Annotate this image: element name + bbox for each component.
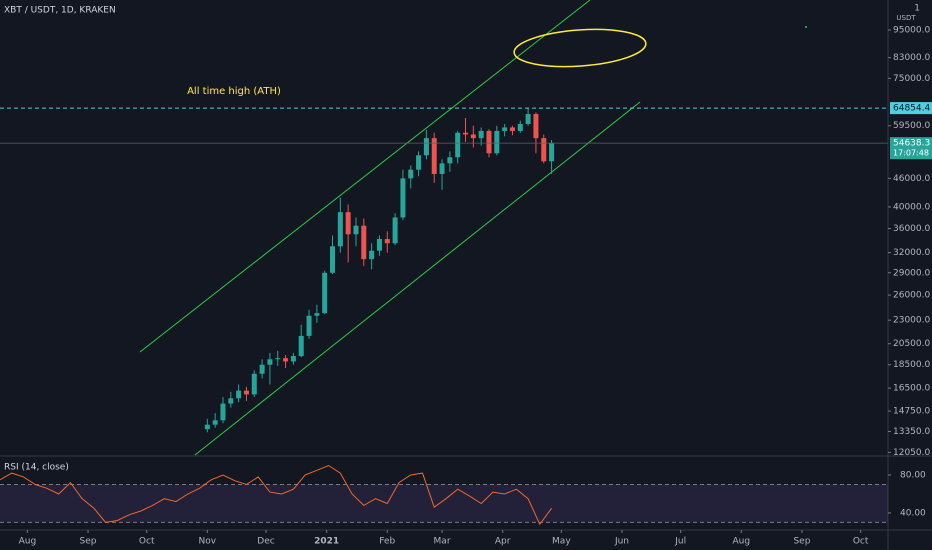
candle-body: [290, 356, 296, 362]
y-tick-label: 20500.0: [893, 339, 930, 349]
y-tick-label: 29000.0: [893, 268, 930, 278]
candle-body: [353, 225, 359, 235]
candle-body: [447, 157, 453, 164]
x-tick-label: Sep: [80, 537, 97, 547]
x-tick-label: Apr: [495, 537, 511, 547]
ath-label-bg: [890, 102, 932, 115]
x-tick-label: Sep: [793, 537, 810, 547]
candle-body: [337, 212, 343, 247]
candle-body: [533, 114, 539, 139]
candle-body: [330, 246, 336, 273]
y-tick-label: 32000.0: [893, 248, 930, 258]
y-tick-label: 46000.0: [893, 174, 930, 184]
candle-body: [494, 130, 500, 154]
chart-title: XBT / USDT, 1D, KRAKEN: [4, 6, 116, 16]
candle-body: [322, 272, 328, 314]
y-tick-label: 83000.0: [893, 53, 930, 63]
candle-body: [400, 178, 406, 218]
y-tick-label: 14750.0: [893, 407, 930, 417]
x-tick-label: Oct: [139, 537, 155, 547]
candle-body: [361, 225, 367, 260]
y-tick-label: 18500.0: [893, 360, 930, 370]
candle-body: [416, 155, 422, 170]
candle-body: [470, 134, 476, 139]
rsi-tick-label: 40.00: [900, 508, 926, 518]
candle-body: [376, 239, 382, 251]
y-tick-label: 26000.0: [893, 291, 930, 301]
candle-body: [275, 358, 281, 360]
candle-body: [369, 250, 375, 260]
candle-body: [228, 398, 234, 404]
candle-body: [502, 127, 508, 131]
channel-upper: [139, 0, 591, 353]
channel-lower: [194, 101, 641, 456]
y-tick-label: 16500.0: [893, 384, 930, 394]
candle-body: [478, 130, 484, 139]
ath-label: 64854.4: [893, 104, 930, 114]
candle-body: [549, 143, 555, 162]
y-tick-label: 40000.0: [893, 202, 930, 212]
candle-body: [408, 169, 414, 179]
candle-body: [298, 335, 304, 357]
y-tick-label: 12050.0: [893, 448, 930, 458]
candle-body: [439, 163, 445, 174]
candle-body: [267, 359, 273, 365]
x-tick-label: 2021: [314, 537, 339, 547]
rsi-tick-label: 80.00: [900, 471, 926, 481]
candle-body: [431, 138, 437, 174]
y-tick-label: 36000.0: [893, 224, 930, 234]
candle-body: [525, 114, 531, 125]
candle-body: [486, 130, 492, 154]
target-ellipse: [513, 28, 647, 68]
candle-body: [314, 313, 320, 316]
candle-body: [392, 217, 398, 244]
candle-body: [236, 390, 242, 399]
candle-body: [463, 132, 469, 135]
candle-body: [509, 127, 515, 131]
y-tick-label: 95000.0: [893, 25, 930, 35]
x-tick-label: Dec: [257, 537, 274, 547]
candle-body: [306, 315, 312, 336]
x-tick-label: Oct: [853, 537, 869, 547]
y-tick-label: 75000.0: [893, 74, 930, 84]
y-tick-label: 23000.0: [893, 316, 930, 326]
candle-body: [423, 138, 429, 156]
candle-body: [517, 124, 523, 131]
countdown: 17:07:48: [893, 149, 929, 158]
candle-body: [384, 239, 390, 244]
x-tick-label: Aug: [19, 537, 37, 547]
x-tick-label: Aug: [733, 537, 751, 547]
candle-body: [259, 364, 265, 374]
dot: [805, 26, 807, 28]
x-tick-label: Jul: [674, 537, 686, 547]
x-tick-label: May: [552, 537, 571, 547]
rsi-title: RSI (14, close): [4, 463, 69, 473]
candle-body: [251, 373, 257, 395]
y-tick-label: 13350.0: [893, 427, 930, 437]
rsi-band: [0, 484, 888, 523]
x-tick-label: Nov: [199, 537, 217, 547]
rsi-line: [0, 464, 553, 526]
candle-body: [541, 138, 547, 162]
y-tick-label: 59500.0: [893, 121, 930, 131]
x-tick-label: Mar: [434, 537, 451, 547]
candle-body: [455, 132, 461, 158]
scale-label: 1: [914, 4, 920, 14]
candle-body: [243, 390, 249, 395]
current-price-label: 54638.3: [893, 139, 930, 149]
x-tick-label: Feb: [379, 537, 395, 547]
candle-body: [204, 424, 210, 430]
candle-body: [212, 420, 218, 425]
candle-body: [345, 212, 351, 235]
annotation: All time high (ATH): [187, 86, 281, 97]
candle-body: [220, 403, 226, 421]
currency-label: USDT: [896, 14, 916, 22]
current-price-bg: [890, 137, 932, 160]
x-tick-label: Jun: [614, 537, 629, 547]
candle-body: [283, 358, 289, 362]
